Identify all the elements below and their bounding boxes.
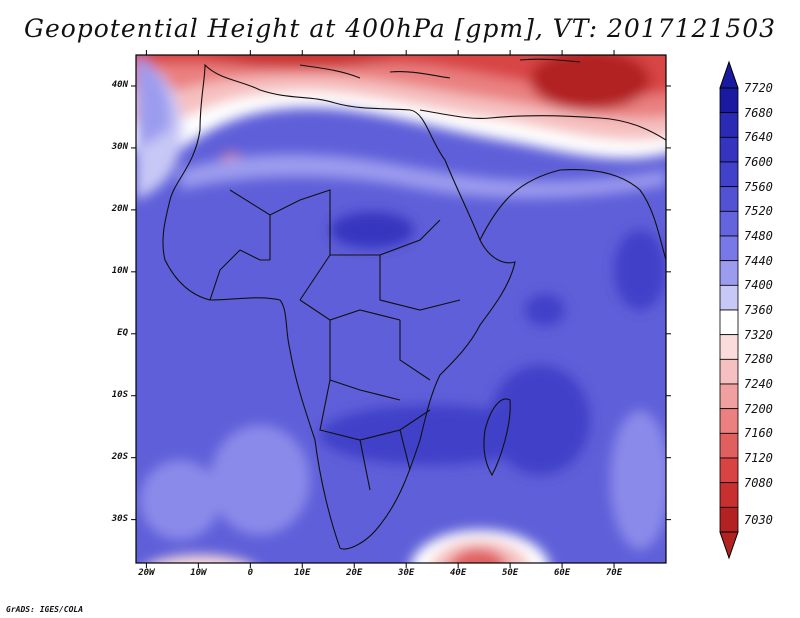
colorbar-swatch: [719, 309, 739, 336]
colorbar-label: 7240: [744, 377, 773, 391]
lat-label: 20S: [111, 451, 128, 462]
lat-label: 30S: [111, 513, 128, 524]
colorbar-label: 7120: [744, 451, 773, 465]
lon-label: 0: [247, 568, 254, 578]
grads-credit: GrADS: IGES/COLA: [6, 605, 84, 614]
colorbar-swatch: [719, 161, 739, 188]
colorbar-swatch: [719, 284, 739, 311]
lat-label: 20N: [111, 203, 128, 214]
height-field: [136, 55, 666, 563]
colorbar: [719, 60, 739, 560]
lat-label: 10S: [111, 389, 128, 400]
colorbar-min-arrow: [719, 531, 739, 560]
colorbar-label: 7560: [744, 179, 773, 194]
map-frame: [135, 54, 667, 564]
colorbar-label: 7480: [744, 229, 773, 243]
colorbar-label: 7160: [744, 426, 773, 441]
lat-ticks: [131, 85, 671, 521]
lon-label: 20E: [346, 568, 363, 578]
colorbar-label: 7280: [744, 352, 773, 367]
colorbar-swatch: [719, 383, 739, 410]
colorbar-label: 7400: [744, 278, 773, 293]
colorbar-label: 7680: [744, 105, 773, 120]
lon-label: 50E: [501, 568, 519, 578]
colorbar-swatch: [719, 432, 739, 459]
colorbar-swatch: [719, 358, 739, 385]
colorbar-label: 7520: [744, 204, 773, 219]
colorbar-swatch: [719, 112, 739, 138]
colorbar-swatch: [719, 408, 739, 434]
lat-label: EQ: [117, 327, 128, 338]
colorbar-swatch: [719, 334, 739, 360]
lon-ticks: [145, 50, 615, 568]
lat-label: 30N: [111, 141, 128, 152]
colorbar-max-arrow: [719, 60, 739, 89]
lat-label: 10N: [111, 265, 128, 276]
colorbar-swatch: [719, 87, 739, 114]
colorbar-swatch: [719, 186, 739, 212]
colorbar-label: 7360: [744, 303, 773, 317]
colorbar-label: 7080: [744, 475, 773, 490]
colorbar-swatch: [719, 457, 739, 484]
colorbar-label: 7320: [744, 327, 773, 342]
colorbar-swatch: [719, 506, 739, 533]
lon-label: 10W: [190, 568, 207, 578]
lon-label: 40E: [450, 568, 467, 578]
lon-label: 60E: [553, 568, 571, 578]
coastlines: [162, 58, 666, 550]
colorbar-label: 7030: [744, 512, 773, 527]
colorbar-swatch: [719, 482, 739, 508]
lon-label: 20W: [138, 568, 155, 578]
colorbar-swatch: [719, 210, 739, 237]
colorbar-swatch: [719, 235, 739, 262]
lon-label: 10E: [294, 568, 311, 578]
lon-label: 30E: [398, 568, 415, 578]
colorbar-label: 7720: [744, 81, 773, 95]
colorbar-label: 7640: [744, 130, 773, 145]
colorbar-swatch: [719, 136, 739, 163]
colorbar-swatch: [719, 260, 739, 286]
colorbar-label: 7440: [744, 253, 773, 268]
lon-label: 70E: [605, 568, 623, 578]
colorbar-label: 7200: [744, 401, 773, 416]
colorbar-label: 7600: [744, 155, 773, 169]
chart-title: Geopotential Height at 400hPa [gpm], VT:…: [23, 14, 777, 43]
lat-label: 40N: [111, 79, 128, 90]
